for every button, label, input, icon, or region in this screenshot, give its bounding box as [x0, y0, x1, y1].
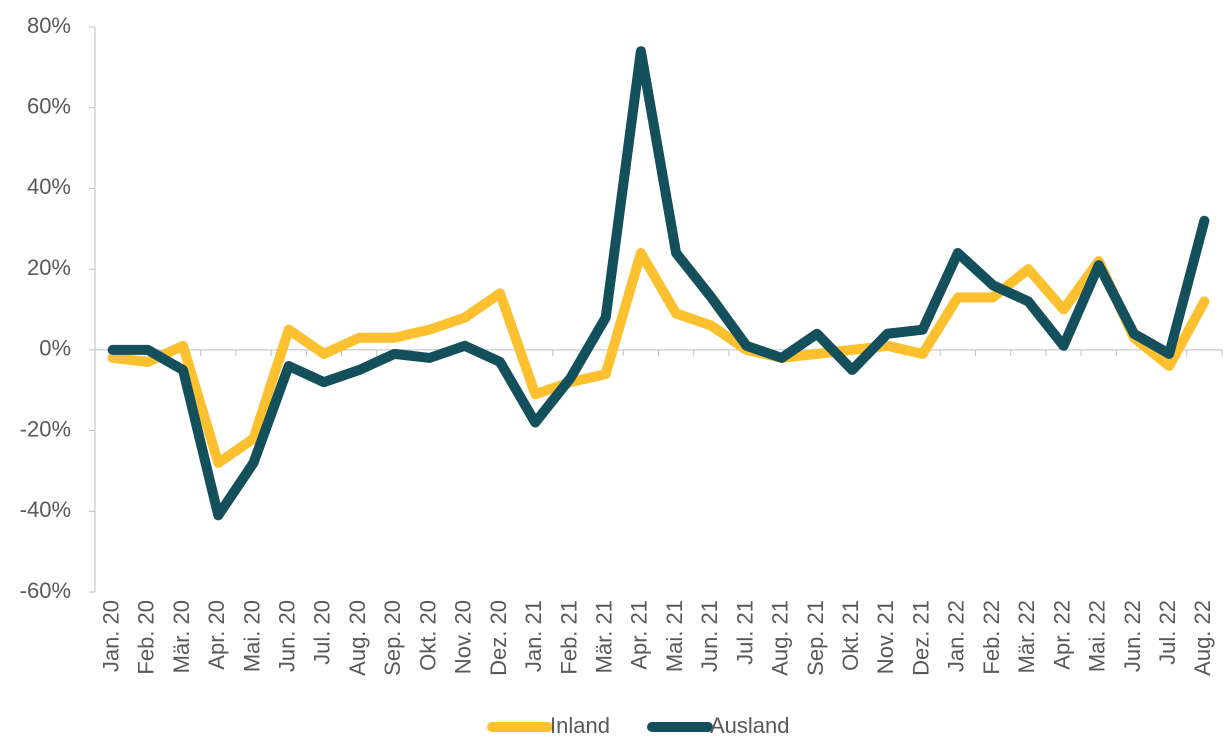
x-tick-label: Jul. 21: [732, 600, 757, 665]
x-tick-label: Jun. 20: [275, 600, 300, 672]
x-tick-label: Feb. 21: [556, 600, 581, 675]
x-tick-label: Sep. 21: [803, 600, 828, 676]
x-tick-label: Nov. 20: [451, 600, 476, 674]
y-tick-label: -60%: [20, 578, 71, 603]
x-tick-label: Okt. 21: [838, 600, 863, 671]
x-tick-label: Mai. 20: [239, 600, 264, 672]
x-tick-label: Aug. 21: [768, 600, 793, 676]
y-tick-label: 20%: [27, 255, 71, 280]
x-tick-label: Apr. 20: [204, 600, 229, 670]
x-tick-label: Feb. 20: [134, 600, 159, 675]
x-tick-label: Feb. 22: [979, 600, 1004, 675]
x-tick-label: Jan. 22: [944, 600, 969, 672]
legend-label: Inland: [550, 713, 610, 738]
x-tick-label: Mai. 21: [662, 600, 687, 672]
x-tick-label: Mär. 20: [169, 600, 194, 673]
x-tick-label: Aug. 22: [1190, 600, 1215, 676]
x-tick-label: Okt. 20: [415, 600, 440, 671]
legend-label: Ausland: [710, 713, 790, 738]
series-line: [107, 248, 1210, 468]
x-tick-label: Mär. 21: [591, 600, 616, 673]
x-tick-label: Mai. 22: [1085, 600, 1110, 672]
x-tick-label: Apr. 21: [627, 600, 652, 670]
x-tick-label: Mär. 22: [1014, 600, 1039, 673]
x-tick-label: Dez. 21: [908, 600, 933, 676]
series-line: [107, 46, 1210, 521]
y-tick-label: -40%: [20, 497, 71, 522]
y-tick-label: -20%: [20, 416, 71, 441]
y-tick-label: 80%: [27, 13, 71, 38]
x-tick-label: Aug. 20: [345, 600, 370, 676]
x-tick-label: Nov. 21: [873, 600, 898, 674]
x-tick-label: Jan. 21: [521, 600, 546, 672]
x-tick-label: Jun. 22: [1120, 600, 1145, 672]
y-tick-label: 60%: [27, 94, 71, 119]
y-tick-label: 0%: [39, 336, 71, 361]
x-tick-label: Jul. 20: [310, 600, 335, 665]
x-tick-label: Sep. 20: [380, 600, 405, 676]
x-tick-label: Dez. 20: [486, 600, 511, 676]
y-tick-label: 40%: [27, 174, 71, 199]
x-tick-label: Jan. 20: [98, 600, 123, 672]
x-tick-label: Apr. 22: [1049, 600, 1074, 670]
x-tick-label: Jun. 21: [697, 600, 722, 672]
x-tick-label: Jul. 22: [1155, 600, 1180, 665]
